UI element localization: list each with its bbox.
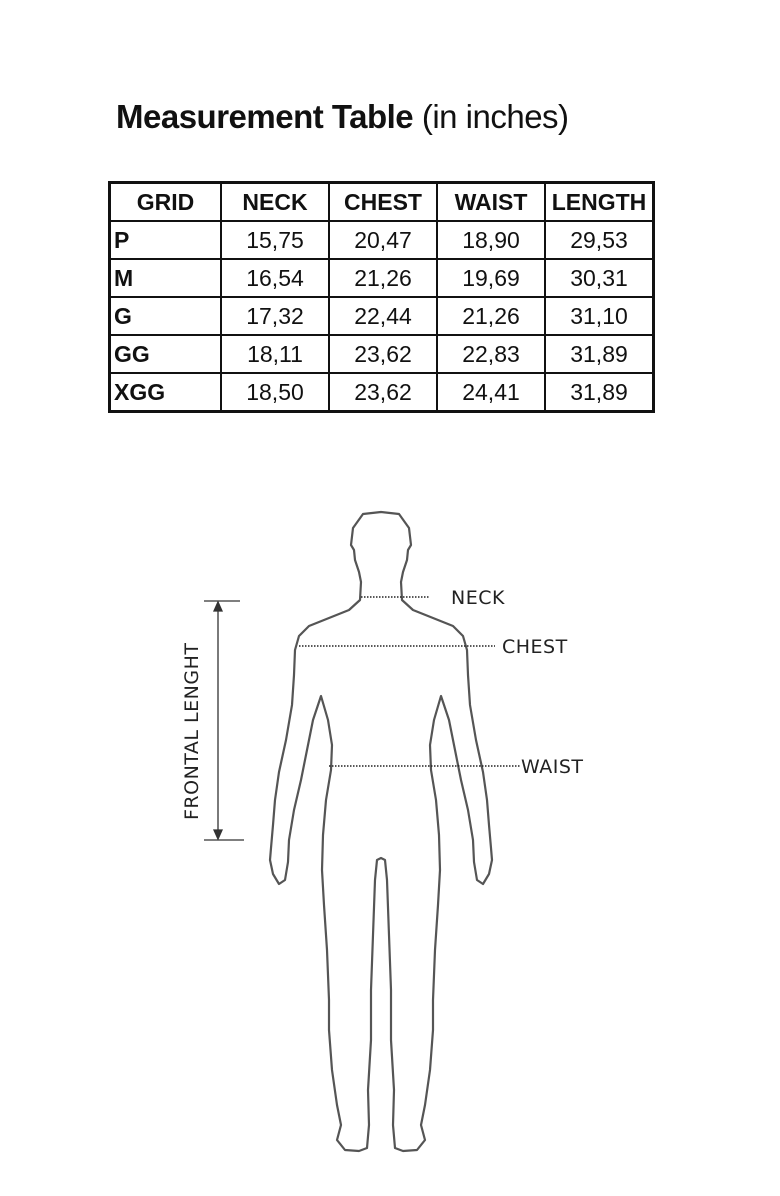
value-cell: 23,62 bbox=[328, 334, 438, 374]
table-row: XGG 18,50 23,62 24,41 31,89 bbox=[108, 372, 655, 413]
value-cell: 29,53 bbox=[544, 220, 655, 260]
title-main: Measurement Table bbox=[116, 98, 414, 135]
value-cell: 23,62 bbox=[328, 372, 438, 413]
size-cell: G bbox=[108, 296, 222, 336]
value-cell: 22,44 bbox=[328, 296, 438, 336]
value-cell: 18,11 bbox=[220, 334, 330, 374]
measurement-table: GRID NECK CHEST WAIST LENGTH P 15,75 20,47… bbox=[108, 181, 655, 413]
value-cell: 31,89 bbox=[544, 372, 655, 413]
size-cell: XGG bbox=[108, 372, 222, 413]
header-neck: NECK bbox=[220, 181, 330, 222]
value-cell: 18,90 bbox=[436, 220, 546, 260]
table-row: G 17,32 22,44 21,26 31,10 bbox=[108, 296, 655, 336]
header-chest: CHEST bbox=[328, 181, 438, 222]
value-cell: 19,69 bbox=[436, 258, 546, 298]
table-row: GG 18,11 23,62 22,83 31,89 bbox=[108, 334, 655, 374]
value-cell: 22,83 bbox=[436, 334, 546, 374]
chest-label: CHEST bbox=[502, 636, 568, 658]
header-length: LENGTH bbox=[544, 181, 655, 222]
size-cell: M bbox=[108, 258, 222, 298]
title-unit: (in inches) bbox=[413, 98, 569, 135]
length-arrow bbox=[204, 600, 244, 841]
waist-label: WAIST bbox=[521, 756, 584, 778]
header-waist: WAIST bbox=[436, 181, 546, 222]
header-grid: GRID bbox=[108, 181, 222, 222]
table-row: P 15,75 20,47 18,90 29,53 bbox=[108, 220, 655, 260]
value-cell: 30,31 bbox=[544, 258, 655, 298]
value-cell: 16,54 bbox=[220, 258, 330, 298]
value-cell: 15,75 bbox=[220, 220, 330, 260]
value-cell: 21,26 bbox=[436, 296, 546, 336]
value-cell: 17,32 bbox=[220, 296, 330, 336]
size-cell: GG bbox=[108, 334, 222, 374]
neck-label: NECK bbox=[451, 587, 505, 609]
page-title: Measurement Table (in inches) bbox=[116, 98, 569, 136]
value-cell: 18,50 bbox=[220, 372, 330, 413]
value-cell: 20,47 bbox=[328, 220, 438, 260]
body-silhouette bbox=[268, 510, 494, 1153]
value-cell: 31,89 bbox=[544, 334, 655, 374]
value-cell: 31,10 bbox=[544, 296, 655, 336]
size-cell: P bbox=[108, 220, 222, 260]
table-row: M 16,54 21,26 19,69 30,31 bbox=[108, 258, 655, 298]
table-header-row: GRID NECK CHEST WAIST LENGTH bbox=[108, 181, 655, 222]
frontal-length-label: FRONTAL LENGHT bbox=[181, 643, 203, 820]
value-cell: 21,26 bbox=[328, 258, 438, 298]
value-cell: 24,41 bbox=[436, 372, 546, 413]
